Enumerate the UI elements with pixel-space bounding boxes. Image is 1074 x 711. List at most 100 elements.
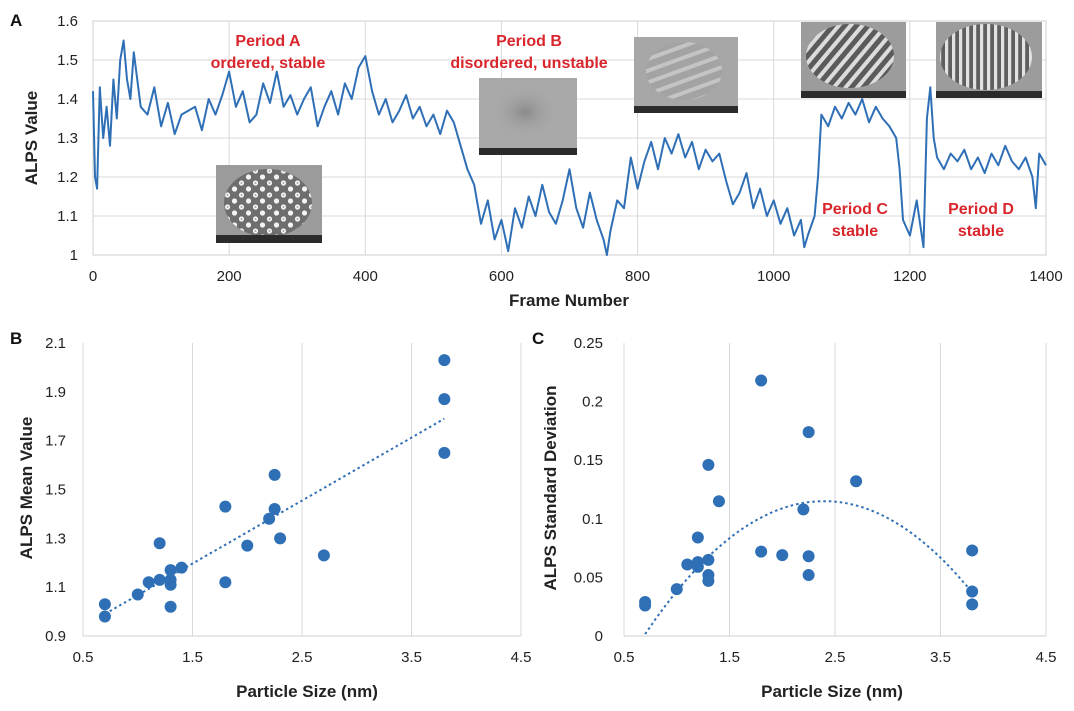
y-tick-label: 1 (70, 247, 78, 264)
y-tick-label: 2.1 (45, 335, 66, 352)
y-tick-label: 1.6 (57, 13, 78, 30)
panel-b: B 0.5 1.5 2.5 3.5 4.5 0.9 1.1 1.3 1.5 1.7 1.9 2.1 P… (10, 329, 531, 701)
data-point (802, 426, 815, 439)
period-d-subtitle: stable (958, 223, 1004, 240)
panel-b-points (98, 354, 451, 623)
panel-a-alps-line (92, 39, 1047, 256)
data-point (755, 374, 768, 387)
data-point (241, 539, 254, 552)
data-point (702, 553, 715, 566)
data-point (691, 560, 704, 573)
data-point (755, 545, 768, 558)
x-tick-label: 2.5 (825, 649, 846, 666)
y-tick-label: 0 (595, 628, 603, 645)
y-tick-label: 1.3 (57, 130, 78, 147)
period-c-title: Period C (822, 201, 888, 218)
y-tick-label: 0.9 (45, 628, 66, 645)
data-point (131, 588, 144, 601)
data-point (268, 503, 281, 516)
data-point (263, 512, 276, 525)
panel-a-frame (92, 20, 1047, 256)
y-tick-label: 0.15 (574, 452, 603, 469)
data-point (164, 564, 177, 577)
striped-lattice-micrograph-d (936, 22, 1042, 98)
panel-c-trendline (644, 500, 973, 635)
x-tick-label: 200 (217, 268, 242, 285)
x-tick-label: 1.5 (182, 649, 203, 666)
y-tick-label: 1.3 (45, 530, 66, 547)
x-tick-label: 2.5 (292, 649, 313, 666)
y-tick-label: 1.1 (57, 208, 78, 225)
disordered-particle-micrograph (479, 78, 577, 155)
period-b-subtitle: disordered, unstable (450, 55, 607, 72)
y-tick-label: 1.5 (45, 482, 66, 499)
panel-a: A 0 200 400 600 800 1000 1200 1400 1 1.1 1.2 1.3 1.4… (10, 11, 1063, 310)
data-point (164, 578, 177, 591)
x-tick-label: 4.5 (1036, 649, 1057, 666)
data-point (681, 558, 694, 571)
data-point (670, 583, 683, 596)
x-tick-label: 400 (353, 268, 378, 285)
data-point (850, 475, 863, 488)
panel-a-letter: A (10, 11, 22, 30)
x-tick-label: 0 (89, 268, 97, 285)
data-point (175, 561, 188, 574)
panel-a-tick-labels: 0 200 400 600 800 1000 1200 1400 1 1.1 1.2 1.3 1.4 1.… (57, 13, 1063, 285)
data-point (153, 537, 166, 550)
data-point (153, 573, 166, 586)
striped-lattice-micrograph-c (801, 22, 906, 98)
data-point (164, 600, 177, 613)
data-point (712, 495, 725, 508)
panel-b-y-axis-label: ALPS Mean Value (17, 417, 36, 560)
x-tick-label: 1200 (893, 268, 926, 285)
panel-c: C 0.5 1.5 2.5 3.5 4.5 0 0.05 0.1 0.15 0.2 0.25 Par… (532, 329, 1056, 701)
y-tick-label: 1.2 (57, 169, 78, 186)
y-tick-label: 0.05 (574, 569, 603, 586)
data-point (317, 549, 330, 562)
panel-c-letter: C (532, 329, 544, 348)
data-point (691, 531, 704, 544)
data-point (966, 544, 979, 557)
x-tick-label: 0.5 (614, 649, 635, 666)
y-tick-label: 0.1 (582, 511, 603, 528)
ordered-lattice-micrograph (216, 165, 322, 243)
y-tick-label: 1.9 (45, 384, 66, 401)
y-tick-label: 1.1 (45, 579, 66, 596)
data-point (142, 576, 155, 589)
data-point (797, 503, 810, 516)
partially-ordered-micrograph (634, 37, 738, 113)
panel-a-y-axis-label: ALPS Value (22, 91, 41, 185)
data-point (98, 598, 111, 611)
data-point (274, 532, 287, 545)
x-tick-label: 600 (489, 268, 514, 285)
period-c-subtitle: stable (832, 223, 878, 240)
y-tick-label: 1.4 (57, 91, 78, 108)
data-point (702, 458, 715, 471)
y-tick-label: 0.2 (582, 394, 603, 411)
data-point (98, 610, 111, 623)
data-point (268, 468, 281, 481)
panel-b-trendline (104, 417, 445, 615)
panel-c-gridlines (623, 343, 1047, 637)
period-a-title: Period A (235, 33, 301, 50)
panel-b-tick-labels: 0.5 1.5 2.5 3.5 4.5 0.9 1.1 1.3 1.5 1.7 1.9 2.1 (45, 335, 531, 666)
data-point (639, 599, 652, 612)
x-tick-label: 4.5 (511, 649, 532, 666)
data-point (702, 574, 715, 587)
y-tick-label: 1.7 (45, 433, 66, 450)
x-tick-label: 800 (625, 268, 650, 285)
data-point (802, 569, 815, 582)
panel-c-y-axis-label: ALPS Standard Deviation (541, 386, 560, 591)
panel-c-x-axis-label: Particle Size (nm) (761, 682, 903, 701)
y-tick-label: 1.5 (57, 52, 78, 69)
x-tick-label: 3.5 (930, 649, 951, 666)
panel-c-tick-labels: 0.5 1.5 2.5 3.5 4.5 0 0.05 0.1 0.15 0.2 0.25 (574, 335, 1057, 666)
data-point (219, 576, 232, 589)
y-tick-label: 0.25 (574, 335, 603, 352)
data-point (438, 446, 451, 459)
period-a-subtitle: ordered, stable (211, 55, 326, 72)
data-point (966, 585, 979, 598)
data-point (966, 598, 979, 611)
panel-b-x-axis-label: Particle Size (nm) (236, 682, 378, 701)
period-d-title: Period D (948, 201, 1014, 218)
